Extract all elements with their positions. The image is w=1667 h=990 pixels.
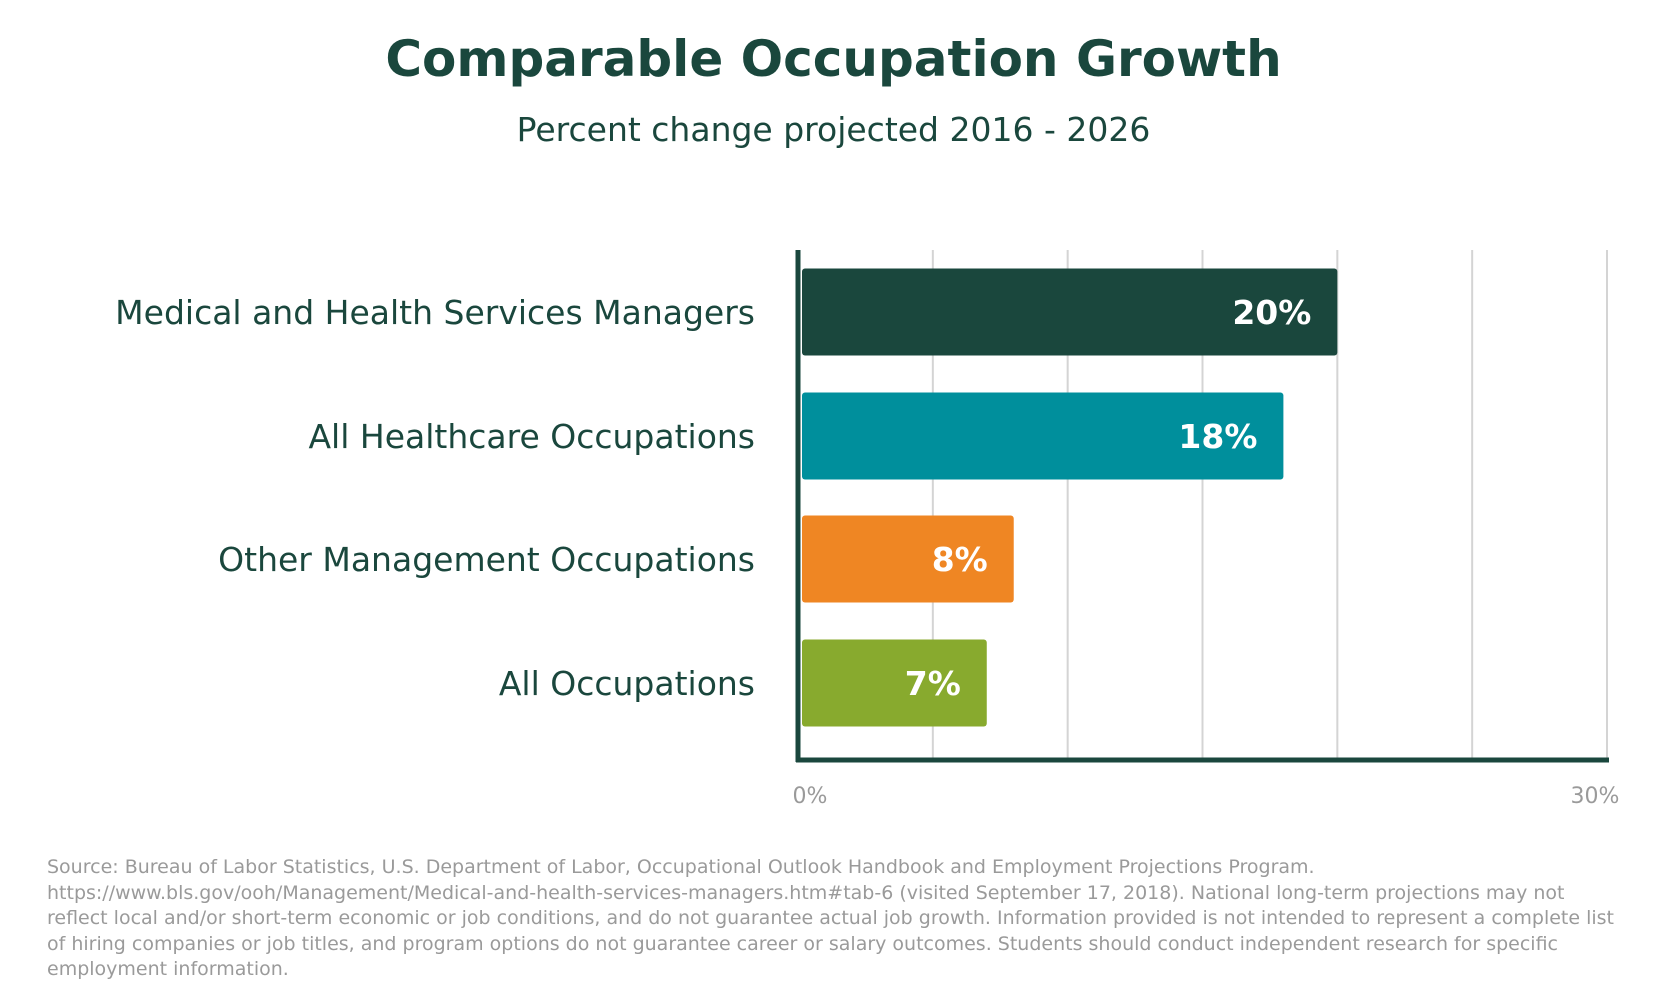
bar: [802, 268, 1338, 356]
chart-subtitle: Percent change projected 2016 - 2026: [516, 110, 1151, 149]
bars: 20% 18% 8% 7%: [802, 268, 1338, 727]
x-tick-labels: 0% 30%: [793, 784, 1620, 809]
bar-value-label: 8%: [932, 540, 988, 579]
category-label: All Occupations: [499, 664, 755, 703]
category-labels: Medical and Health Services Managers All …: [115, 293, 755, 703]
bar-value-label: 20%: [1232, 293, 1311, 332]
x-tick-label: 30%: [1571, 784, 1620, 809]
axes: [795, 250, 1609, 763]
bar: [802, 515, 1014, 603]
bar-value-label: 18%: [1178, 417, 1257, 456]
bar: [802, 639, 987, 727]
category-label: All Healthcare Occupations: [308, 417, 755, 456]
bar: [802, 392, 1284, 480]
bar-value-label: 7%: [905, 664, 961, 703]
source-note: Source: Bureau of Labor Statistics, U.S.…: [47, 856, 1615, 980]
chart-title: Comparable Occupation Growth: [385, 30, 1282, 88]
category-label: Other Management Occupations: [218, 540, 755, 579]
x-tick-label: 0%: [793, 784, 828, 809]
bar-chart: 20% 18% 8% 7% Medical and Health Services M…: [115, 250, 1620, 809]
category-label: Medical and Health Services Managers: [115, 293, 755, 332]
